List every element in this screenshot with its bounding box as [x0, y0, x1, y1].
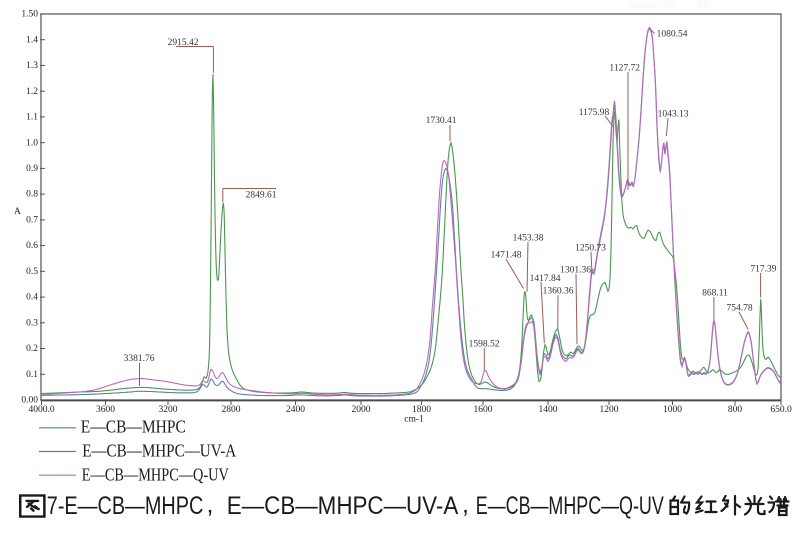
svg-text:E—CB—MHPC: E—CB—MHPC — [81, 417, 186, 437]
svg-text:800: 800 — [728, 405, 743, 415]
svg-text:0.9: 0.9 — [26, 164, 38, 174]
svg-text:1250.73: 1250.73 — [575, 244, 606, 254]
svg-text:1.4: 1.4 — [26, 35, 38, 45]
svg-text:2849.61: 2849.61 — [246, 191, 277, 201]
svg-text:1080.54: 1080.54 — [657, 30, 688, 40]
svg-text:1.50: 1.50 — [21, 10, 38, 20]
svg-text:1730.41: 1730.41 — [426, 116, 457, 126]
svg-text:0.6: 0.6 — [26, 241, 38, 251]
svg-text:1301.36: 1301.36 — [560, 266, 591, 276]
svg-text:2000: 2000 — [352, 405, 371, 415]
svg-text:E—CB—MHPC—UV-A: E—CB—MHPC—UV-A — [82, 440, 236, 460]
svg-text:1175.98: 1175.98 — [579, 108, 610, 118]
svg-text:1598.52: 1598.52 — [469, 340, 500, 350]
svg-text:E—CB—MHPC—UV-A: E—CB—MHPC—UV-A — [227, 492, 459, 520]
svg-text:1000: 1000 — [663, 405, 682, 415]
svg-text:7-E—CB—MHPC: 7-E—CB—MHPC — [47, 492, 204, 520]
svg-text:868.11: 868.11 — [702, 289, 728, 299]
svg-text:3381.76: 3381.76 — [124, 354, 155, 364]
svg-text:1417.84: 1417.84 — [530, 274, 561, 284]
svg-text:0.4: 0.4 — [26, 293, 38, 303]
svg-text:1043.13: 1043.13 — [658, 110, 689, 120]
svg-text:0.7: 0.7 — [26, 216, 38, 226]
svg-text:1200: 1200 — [600, 405, 619, 415]
svg-text:,: , — [462, 491, 469, 519]
svg-text:1800: 1800 — [412, 405, 431, 415]
svg-text:0.2: 0.2 — [26, 344, 38, 354]
svg-text:0.5: 0.5 — [26, 267, 38, 277]
svg-text:1.1: 1.1 — [26, 113, 38, 123]
svg-text:1453.38: 1453.38 — [513, 234, 544, 244]
svg-text:1.0: 1.0 — [26, 138, 38, 148]
svg-text:2800: 2800 — [222, 405, 241, 415]
svg-text:E—CB—MHPC—Q-UV: E—CB—MHPC—Q-UV — [476, 492, 664, 520]
svg-text:650.0: 650.0 — [770, 405, 792, 415]
svg-text:0.8: 0.8 — [26, 190, 38, 200]
svg-text:1.2: 1.2 — [26, 87, 38, 97]
svg-text:1127.72: 1127.72 — [609, 64, 640, 74]
svg-text:3600: 3600 — [96, 405, 115, 415]
svg-text:0.1: 0.1 — [26, 370, 38, 380]
svg-text:2400: 2400 — [286, 405, 305, 415]
svg-text:754.78: 754.78 — [726, 304, 752, 314]
svg-text:1471.48: 1471.48 — [491, 251, 522, 261]
svg-text:2915.42: 2915.42 — [168, 38, 199, 48]
svg-text:A: A — [14, 207, 21, 217]
svg-text:1.3: 1.3 — [26, 61, 38, 71]
svg-text:,: , — [207, 491, 214, 519]
svg-text:1400: 1400 — [539, 405, 558, 415]
svg-text:E—CB—MHPC—Q-UV: E—CB—MHPC—Q-UV — [82, 464, 229, 484]
svg-text:0.00: 0.00 — [21, 396, 38, 406]
svg-text:0.3: 0.3 — [26, 318, 38, 328]
svg-text:1360.36: 1360.36 — [543, 287, 574, 297]
svg-text:3200: 3200 — [159, 405, 178, 415]
svg-text:717.39: 717.39 — [750, 265, 776, 275]
svg-text:cm-1: cm-1 — [404, 415, 424, 425]
svg-text:1600: 1600 — [474, 405, 493, 415]
svg-text:4000.0: 4000.0 — [28, 405, 54, 415]
